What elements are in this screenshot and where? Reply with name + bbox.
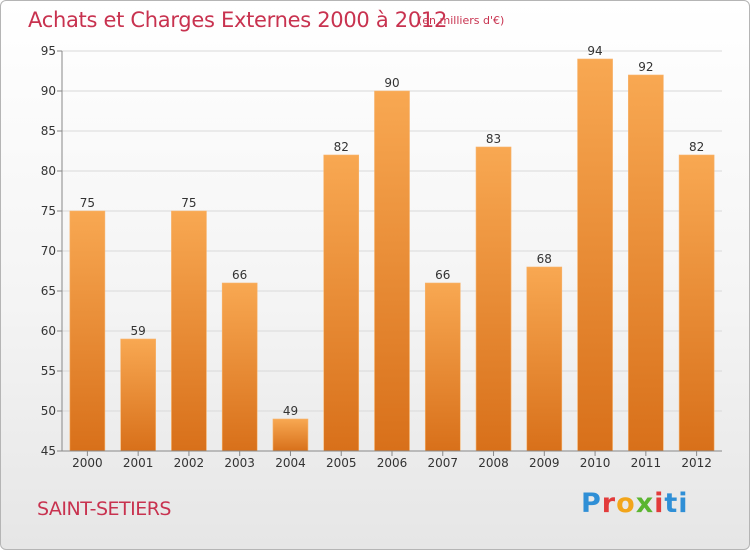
bar-2008 xyxy=(475,146,512,452)
bar-2000 xyxy=(69,210,106,452)
data-label-2001: 59 xyxy=(131,324,146,338)
data-label-2003: 66 xyxy=(232,268,247,282)
y-tick-label: 70 xyxy=(41,244,56,258)
y-tick-label: 85 xyxy=(41,124,56,138)
y-tick-label: 45 xyxy=(41,444,56,458)
bar-2004 xyxy=(272,418,309,452)
bar-2002 xyxy=(171,210,207,452)
bar-2012 xyxy=(678,154,715,452)
y-tick-label: 95 xyxy=(41,44,56,58)
bar-2003 xyxy=(221,282,258,452)
data-label-2010: 94 xyxy=(587,44,602,58)
chart-title: Achats et Charges Externes 2000 à 2012 xyxy=(28,8,448,32)
bar-2006 xyxy=(374,90,410,452)
bar-2005 xyxy=(323,154,360,452)
data-label-2011: 92 xyxy=(638,60,653,74)
bar-2007 xyxy=(424,282,461,452)
x-tick-label: 2002 xyxy=(174,456,205,470)
chart-subtitle: (en milliers d'€) xyxy=(418,14,505,27)
y-tick-label: 50 xyxy=(41,404,56,418)
data-label-2007: 66 xyxy=(435,268,450,282)
data-label-2009: 68 xyxy=(537,252,552,266)
data-label-2002: 75 xyxy=(181,196,196,210)
x-tick-label: 2010 xyxy=(580,456,611,470)
bar-2010 xyxy=(577,58,613,452)
bar-2009 xyxy=(526,266,563,452)
y-tick-label: 90 xyxy=(41,84,56,98)
data-label-2008: 83 xyxy=(486,132,501,146)
proxiti-logo: Proxiti xyxy=(581,488,689,519)
y-tick-label: 60 xyxy=(41,324,56,338)
x-tick-label: 2007 xyxy=(427,456,458,470)
x-tick-label: 2005 xyxy=(326,456,357,470)
y-tick-label: 65 xyxy=(41,284,56,298)
x-tick-label: 2009 xyxy=(529,456,560,470)
data-label-2006: 90 xyxy=(384,76,399,90)
x-tick-label: 2003 xyxy=(224,456,255,470)
x-tick-label: 2000 xyxy=(72,456,103,470)
data-label-2012: 82 xyxy=(689,140,704,154)
y-tick-label: 75 xyxy=(41,204,56,218)
data-label-2005: 82 xyxy=(334,140,349,154)
x-tick-label: 2012 xyxy=(681,456,712,470)
x-tick-label: 2001 xyxy=(123,456,154,470)
x-tick-label: 2004 xyxy=(275,456,306,470)
y-tick-label: 55 xyxy=(41,364,56,378)
x-tick-label: 2011 xyxy=(631,456,662,470)
x-tick-label: 2008 xyxy=(478,456,509,470)
bar-2001 xyxy=(120,338,156,452)
place-name: SAINT-SETIERS xyxy=(37,498,172,520)
data-label-2004: 49 xyxy=(283,404,298,418)
bar-2011 xyxy=(628,74,664,452)
y-tick-label: 80 xyxy=(41,164,56,178)
data-label-2000: 75 xyxy=(80,196,95,210)
x-tick-label: 2006 xyxy=(377,456,408,470)
